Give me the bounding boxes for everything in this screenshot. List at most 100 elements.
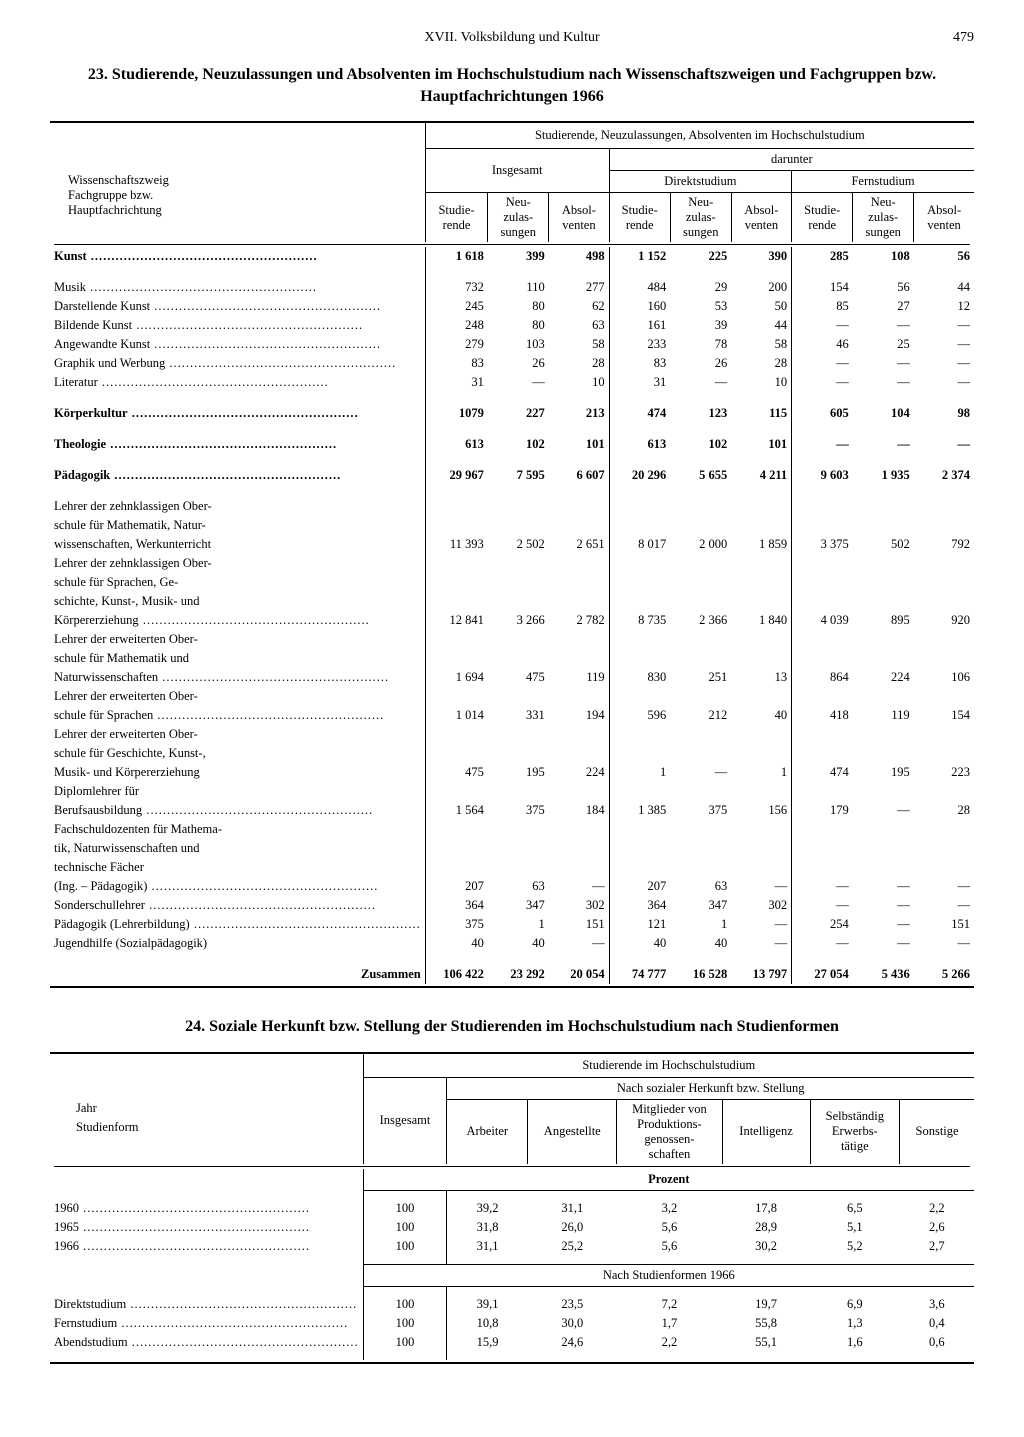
cell: — (792, 373, 853, 392)
cell (670, 858, 731, 877)
cell: 40 (731, 706, 791, 725)
table-row: Sonderschullehrer364347302364347302——— (50, 896, 974, 915)
cell: 83 (425, 354, 488, 373)
cell (425, 573, 488, 592)
table-row: Lehrer der erweiterten Ober- (50, 687, 974, 706)
cell: 2,6 (900, 1218, 974, 1237)
sub-header-24: Nach sozialer Herkunft bzw. Stellung (447, 1077, 974, 1099)
cell: 29 (670, 278, 731, 297)
cell: 5,1 (810, 1218, 900, 1237)
cell: 596 (609, 706, 670, 725)
cell: 27 (853, 297, 914, 316)
cell: 0,4 (900, 1314, 974, 1333)
cell (670, 497, 731, 516)
cell (731, 516, 791, 535)
cell (792, 630, 853, 649)
cell: 279 (425, 335, 488, 354)
spacer-row (50, 454, 974, 466)
cell (731, 725, 791, 744)
cell: — (731, 877, 791, 896)
cell: 3,2 (617, 1199, 722, 1218)
row-label: (Ing. – Pädagogik) (50, 877, 425, 896)
cell: — (914, 316, 974, 335)
cell: 375 (670, 801, 731, 820)
cell: 10 (731, 373, 791, 392)
cell: 24,6 (528, 1333, 617, 1352)
table-row: Theologie613102101613102101——— (50, 435, 974, 454)
cell (670, 782, 731, 801)
cell: 46 (792, 335, 853, 354)
cell (609, 725, 670, 744)
cell: 732 (425, 278, 488, 297)
cell (488, 820, 549, 839)
cell: 98 (914, 404, 974, 423)
cell: — (549, 877, 609, 896)
spacer-row (50, 1190, 974, 1199)
cell: 5,2 (810, 1237, 900, 1256)
cell: — (853, 801, 914, 820)
cell: — (792, 896, 853, 915)
cell (853, 649, 914, 668)
cell: — (792, 354, 853, 373)
cell: 44 (914, 278, 974, 297)
cell: 160 (609, 297, 670, 316)
cell: 331 (488, 706, 549, 725)
col-selb: Selbständig Erwerbs- tätige (810, 1099, 900, 1164)
cell (914, 497, 974, 516)
cell: 5,6 (617, 1218, 722, 1237)
cell: 25,2 (528, 1237, 617, 1256)
table-row: Jugendhilfe (Sozialpädagogik)4040—4040——… (50, 934, 974, 953)
cell: — (914, 877, 974, 896)
cell: — (792, 934, 853, 953)
col-neu-1: Neu- zulas- sungen (488, 193, 549, 243)
cell: 6,9 (810, 1295, 900, 1314)
cell: 2 651 (549, 535, 609, 554)
cell: 5 436 (853, 965, 914, 984)
col-abs-1: Absol- venten (549, 193, 609, 243)
cell: 13 797 (731, 965, 791, 984)
cell: 347 (488, 896, 549, 915)
cell: 1 (488, 915, 549, 934)
row-label: Musik (50, 278, 425, 297)
cell: 31,8 (447, 1218, 528, 1237)
cell: 16 528 (670, 965, 731, 984)
cell (549, 744, 609, 763)
table-row: Musik- und Körpererziehung4751952241—147… (50, 763, 974, 782)
cell (914, 782, 974, 801)
cell: 277 (549, 278, 609, 297)
cell: 10 (549, 373, 609, 392)
cell (670, 573, 731, 592)
cell: 4 211 (731, 466, 791, 485)
cell: 40 (488, 934, 549, 953)
cell (488, 649, 549, 668)
cell: 9 603 (792, 466, 853, 485)
cell: 10,8 (447, 1314, 528, 1333)
table-row: Musik732110277484292001545644 (50, 278, 974, 297)
table23: Wissenschaftszweig Fachgruppe bzw. Haupt… (50, 123, 974, 984)
row-label: Pädagogik (Lehrerbildung) (50, 915, 425, 934)
cell: 474 (792, 763, 853, 782)
col-stud-2: Studie- rende (609, 193, 670, 243)
table-row: schule für Sprachen, Ge- (50, 573, 974, 592)
rule (50, 1362, 974, 1364)
cell: 254 (792, 915, 853, 934)
cell: 792 (914, 535, 974, 554)
row-label: Graphik und Werbung (50, 354, 425, 373)
cell (792, 858, 853, 877)
cell (425, 839, 488, 858)
cell: 8 017 (609, 535, 670, 554)
spacer-row (50, 485, 974, 497)
cell: 26 (488, 354, 549, 373)
col-ang: Angestellte (528, 1099, 617, 1164)
row-label: schichte, Kunst-, Musik- und (50, 592, 425, 611)
cell: 1 859 (731, 535, 791, 554)
table-row: schule für Mathematik und (50, 649, 974, 668)
cell: 100 (363, 1295, 447, 1314)
row-label: schule für Mathematik und (50, 649, 425, 668)
cell: 475 (488, 668, 549, 687)
cell (792, 687, 853, 706)
row-label: Literatur (50, 373, 425, 392)
table-row: Fernstudium10010,830,01,755,81,30,4 (50, 1314, 974, 1333)
row-label: wissenschaften, Werkunterricht (50, 535, 425, 554)
cell: 151 (549, 915, 609, 934)
